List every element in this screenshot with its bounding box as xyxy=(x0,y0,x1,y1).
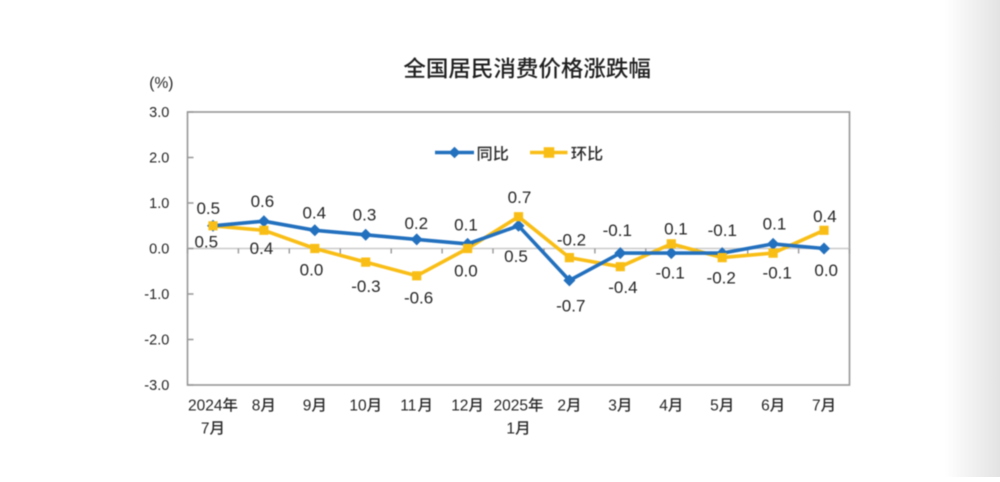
svg-text:-3.0: -3.0 xyxy=(144,378,169,394)
svg-text:9: 9 xyxy=(303,398,312,415)
svg-text:0.0: 0.0 xyxy=(300,261,324,280)
svg-text:0.4: 0.4 xyxy=(302,204,326,223)
svg-text:0.0: 0.0 xyxy=(454,262,478,281)
svg-text:-0.1: -0.1 xyxy=(656,264,685,283)
svg-text:2: 2 xyxy=(557,398,566,415)
svg-text:0.7: 0.7 xyxy=(508,188,532,207)
svg-text:10: 10 xyxy=(349,398,367,415)
svg-text:(%): (%) xyxy=(149,75,173,92)
svg-text:-0.1: -0.1 xyxy=(603,221,632,240)
svg-text:0.6: 0.6 xyxy=(251,192,275,211)
svg-text:-0.3: -0.3 xyxy=(351,277,380,296)
svg-text:0.1: 0.1 xyxy=(454,216,478,235)
svg-text:0.5: 0.5 xyxy=(194,233,218,252)
svg-text:11: 11 xyxy=(400,398,416,415)
svg-text:0.0: 0.0 xyxy=(814,261,838,280)
svg-text:-0.7: -0.7 xyxy=(556,296,585,315)
svg-text:3.0: 3.0 xyxy=(149,105,169,121)
svg-text:4: 4 xyxy=(659,398,668,415)
svg-text:1: 1 xyxy=(506,421,515,438)
svg-text:-0.4: -0.4 xyxy=(608,278,637,297)
svg-text:7: 7 xyxy=(201,421,210,438)
svg-text:-0.2: -0.2 xyxy=(557,231,586,250)
svg-text:2024: 2024 xyxy=(188,398,223,415)
svg-text:7: 7 xyxy=(812,398,821,415)
svg-text:6: 6 xyxy=(761,398,770,415)
svg-text:-0.2: -0.2 xyxy=(707,269,736,288)
svg-text:0.0: 0.0 xyxy=(149,242,169,258)
svg-text:0.2: 0.2 xyxy=(404,214,428,233)
svg-text:-0.6: -0.6 xyxy=(404,289,433,308)
svg-text:0.3: 0.3 xyxy=(353,206,377,225)
svg-text:12: 12 xyxy=(451,398,468,415)
svg-text:0.1: 0.1 xyxy=(763,215,787,234)
svg-text:0.1: 0.1 xyxy=(664,220,688,239)
svg-text:-0.1: -0.1 xyxy=(763,264,792,283)
svg-text:5: 5 xyxy=(710,398,719,415)
svg-text:8: 8 xyxy=(252,398,261,415)
svg-text:0.4: 0.4 xyxy=(250,239,274,258)
svg-text:-2.0: -2.0 xyxy=(144,333,169,349)
svg-text:0.5: 0.5 xyxy=(196,199,220,218)
svg-text:-0.1: -0.1 xyxy=(708,221,737,240)
svg-text:1.0: 1.0 xyxy=(149,196,169,212)
svg-text:3: 3 xyxy=(608,398,617,415)
svg-text:2.0: 2.0 xyxy=(149,151,169,167)
svg-text:0.4: 0.4 xyxy=(813,207,837,226)
svg-text:0.5: 0.5 xyxy=(504,247,528,266)
svg-text:2025: 2025 xyxy=(494,398,528,415)
svg-text:-1.0: -1.0 xyxy=(144,287,169,303)
